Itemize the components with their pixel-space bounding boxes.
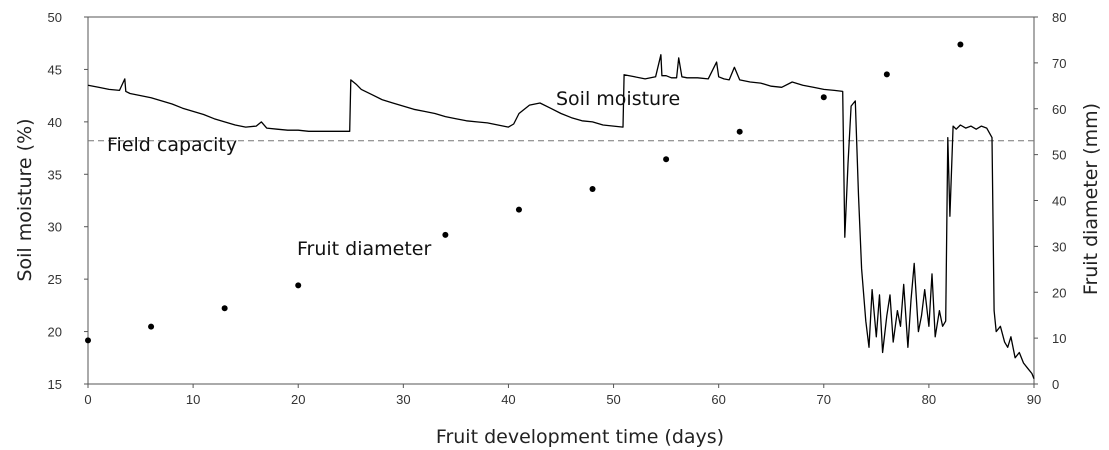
- y-right-tick-label: 0: [1052, 377, 1059, 392]
- soil-moisture-annotation: Soil moisture: [556, 88, 680, 110]
- x-tick-label: 40: [501, 392, 515, 407]
- y-left-tick-label: 50: [48, 10, 62, 25]
- x-tick-label: 70: [817, 392, 831, 407]
- x-tick-label: 50: [606, 392, 620, 407]
- fruit-diameter-point: [589, 186, 596, 193]
- x-tick-label: 60: [711, 392, 725, 407]
- x-tick-label: 80: [922, 392, 936, 407]
- fruit-diameter-point: [957, 41, 964, 48]
- y-left-tick-label: 15: [48, 377, 62, 392]
- y-left-tick-label: 20: [48, 325, 62, 340]
- y-axis-right-title: Fruit diameter (mm): [1080, 103, 1102, 295]
- tick-label-layer: 0 10 20 30 40 50 60 70 80 90 15 20 25 30 35 40 45 50 0 10 20…: [48, 10, 1067, 407]
- fruit-diameter-point: [736, 128, 743, 135]
- fruit-diameter-annotation: Fruit diameter: [297, 238, 431, 260]
- x-tick-label: 0: [84, 392, 91, 407]
- y-left-tick-label: 45: [48, 62, 62, 77]
- fruit-diameter-point: [663, 156, 670, 163]
- x-tick-label: 90: [1027, 392, 1041, 407]
- x-tick-label: 20: [291, 392, 305, 407]
- y-axis-left-title: Soil moisture (%): [14, 118, 36, 281]
- y-right-tick-label: 80: [1052, 10, 1066, 25]
- y-right-tick-label: 30: [1052, 239, 1066, 254]
- y-right-tick-label: 10: [1052, 331, 1066, 346]
- y-left-tick-label: 35: [48, 167, 62, 182]
- y-right-tick-label: 50: [1052, 148, 1066, 163]
- x-axis-title: Fruit development time (days): [436, 426, 724, 448]
- y-right-tick-label: 60: [1052, 102, 1066, 117]
- y-left-tick-label: 30: [48, 220, 62, 235]
- field-capacity-annotation: Field capacity: [107, 134, 237, 156]
- fruit-diameter-point: [148, 323, 155, 330]
- y-right-tick-label: 70: [1052, 56, 1066, 71]
- y-left-tick-label: 40: [48, 115, 62, 130]
- y-right-tick-label: 20: [1052, 285, 1066, 300]
- x-tick-label: 30: [396, 392, 410, 407]
- y-right-tick-label: 40: [1052, 194, 1066, 209]
- x-tick-label: 10: [186, 392, 200, 407]
- soil-moisture-line: [87, 54, 1035, 380]
- fruit-diameter-point: [820, 94, 827, 101]
- fruit-diameter-point: [442, 231, 449, 238]
- fruit-diameter-point: [883, 71, 890, 78]
- fruit-diameter-point: [85, 337, 91, 344]
- fruit-diameter-point: [221, 305, 228, 312]
- y-left-tick-label: 25: [48, 272, 62, 287]
- series-layer: [85, 41, 1035, 380]
- fruit-diameter-point: [515, 206, 522, 213]
- fruit-diameter-point: [295, 282, 302, 289]
